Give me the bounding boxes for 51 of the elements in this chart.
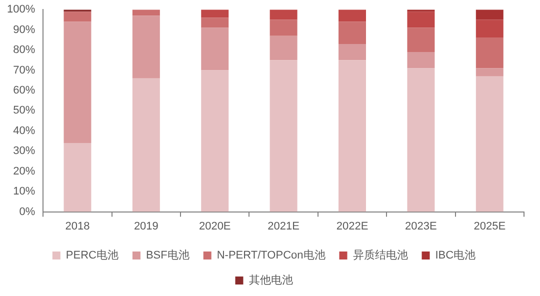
y-tick-label: 40%	[13, 124, 36, 137]
y-tick-label: 50%	[13, 104, 36, 117]
x-tick-label: 2019	[134, 220, 158, 232]
bar	[270, 10, 298, 20]
bar	[132, 16, 160, 78]
x-tick-label: 2021E	[268, 220, 300, 232]
bar	[132, 78, 160, 212]
bar	[64, 12, 92, 22]
y-tick-label: 80%	[13, 44, 36, 56]
legend-label: BSF电池	[146, 248, 190, 262]
bar	[201, 70, 229, 212]
bar	[64, 22, 92, 144]
legend-label: 其他电池	[248, 274, 293, 287]
bar	[476, 38, 504, 68]
bar	[338, 10, 366, 22]
bar	[338, 22, 366, 44]
x-tick-label: 2023E	[405, 220, 437, 232]
bar	[407, 52, 435, 68]
bar	[201, 18, 229, 28]
bar	[338, 44, 366, 60]
legend-label: 异质结电池	[352, 248, 408, 262]
bar	[64, 143, 92, 212]
x-tick-label: 2018	[65, 220, 90, 232]
bar	[476, 10, 504, 20]
y-tick-label: 100%	[6, 4, 36, 16]
bar	[407, 68, 435, 212]
legend-label: IBC电池	[435, 248, 476, 262]
x-tick-label: 2020E	[198, 220, 231, 232]
bar	[476, 68, 504, 76]
bar	[270, 20, 298, 36]
bar	[201, 10, 229, 18]
bar	[201, 28, 229, 70]
bar	[407, 28, 435, 52]
y-tick-label: 0%	[19, 206, 36, 218]
bar	[270, 36, 298, 60]
bar	[338, 60, 366, 212]
bar	[132, 10, 160, 16]
y-tick-label: 60%	[13, 84, 36, 97]
bar	[476, 20, 504, 38]
x-tick-label: 2022E	[336, 220, 368, 232]
y-tick-label: 90%	[13, 24, 36, 36]
y-tick-label: 10%	[13, 186, 36, 198]
y-tick-label: 30%	[13, 145, 36, 158]
bar	[270, 60, 298, 212]
bar	[476, 76, 504, 212]
legend-label: PERC电池	[66, 248, 118, 262]
legend-label: N-PERT/TOPCon电池	[216, 248, 326, 262]
y-tick-label: 70%	[13, 64, 36, 76]
x-tick-label: 2025E	[474, 220, 506, 232]
y-tick-label: 20%	[13, 165, 36, 178]
bar	[407, 12, 435, 28]
